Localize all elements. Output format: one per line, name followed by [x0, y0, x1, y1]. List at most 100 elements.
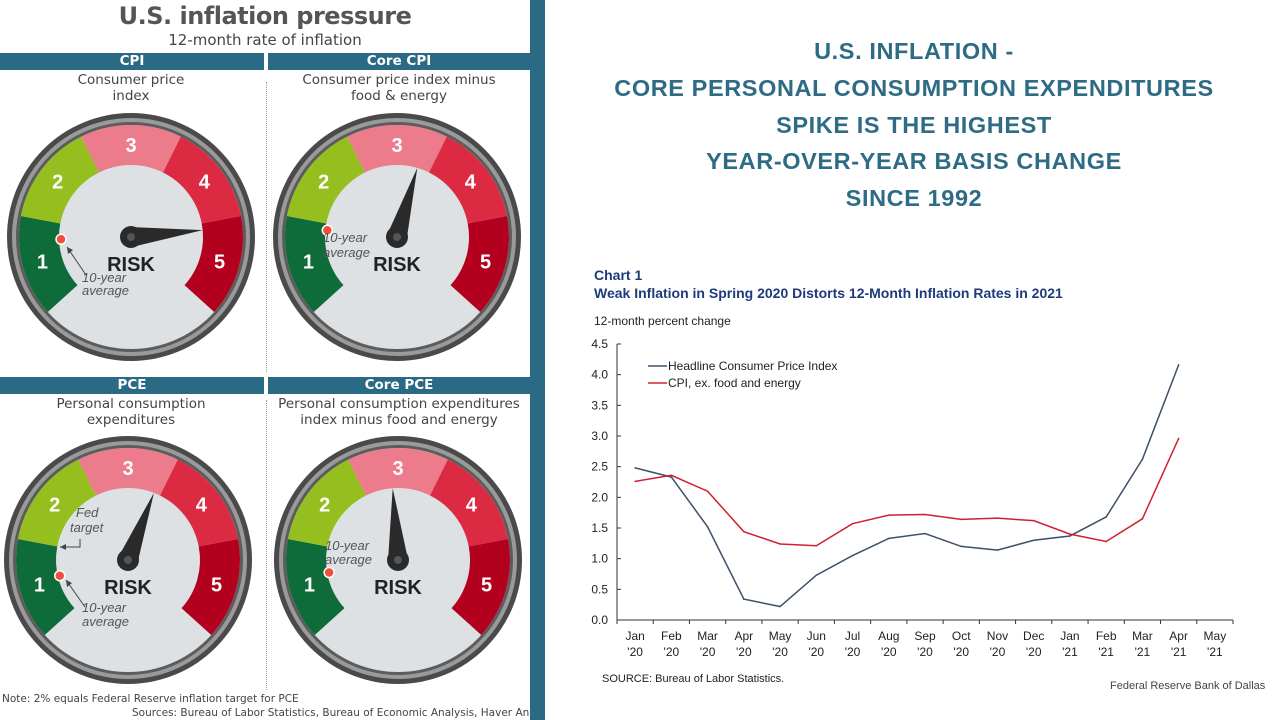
- y-tick-label: 4.0: [591, 368, 608, 382]
- desc-line: expenditures: [86, 412, 176, 428]
- ten-year-average-label: 10-year: [82, 270, 127, 285]
- fed-target-label: Fed: [76, 505, 99, 520]
- series-line-2: [634, 438, 1180, 547]
- data-point: [706, 490, 709, 492]
- risk-segment-1: [15, 539, 75, 635]
- needle-pivot-center: [394, 556, 402, 564]
- line-chart: 0.0 0.5 1.0 1.5 2.0 2.5 3.0 3.5 4.0 4.5 Jan '20 Feb '…: [591, 337, 1234, 659]
- x-tick-label: Sep: [914, 629, 936, 643]
- segment-label: 4: [196, 494, 208, 516]
- x-tick-label: '21: [1171, 645, 1187, 659]
- x-tick-label: Apr: [1169, 629, 1188, 643]
- data-point: [1069, 533, 1071, 535]
- data-point: [1177, 437, 1180, 440]
- data-point: [1069, 535, 1071, 537]
- x-tick-label: '20: [700, 645, 716, 659]
- x-tick-label: Feb: [661, 629, 682, 643]
- desc-line: Consumer price: [77, 72, 185, 88]
- segment-label: 3: [392, 458, 403, 480]
- data-point: [779, 543, 781, 545]
- y-tick-label: 4.5: [591, 337, 608, 351]
- data-point: [851, 554, 854, 557]
- gauges-subtitle: 12-month rate of inflation: [168, 31, 362, 49]
- data-point: [815, 574, 818, 577]
- segment-label: 2: [52, 171, 63, 193]
- risk-segment-5: [184, 216, 243, 312]
- segment-label: 3: [391, 135, 402, 157]
- arrowhead-icon: [66, 580, 72, 587]
- desc-line: index minus food and energy: [300, 412, 498, 428]
- risk-label: RISK: [104, 577, 152, 599]
- data-point: [1105, 516, 1107, 518]
- x-tick-label: Jan: [625, 629, 644, 643]
- needle-pivot-center: [124, 556, 132, 564]
- risk-segment-5: [450, 216, 509, 312]
- segment-label: 1: [303, 252, 314, 274]
- data-point: [743, 598, 745, 600]
- data-point: [1141, 518, 1144, 520]
- fed-target-label: target: [70, 520, 105, 535]
- risk-segment-4: [429, 136, 508, 224]
- data-point: [634, 467, 636, 469]
- x-tick-label: May: [1204, 629, 1227, 643]
- chart-title: Chart 1: [594, 267, 643, 283]
- gauge-needle: [118, 492, 154, 564]
- risk-label: RISK: [374, 577, 422, 599]
- headline-line: U.S. INFLATION -: [814, 38, 1014, 64]
- ten-year-average-label: 10-year: [323, 230, 368, 245]
- desc-line: food & energy: [351, 88, 447, 104]
- x-tick-label: '20: [772, 645, 788, 659]
- y-axis-label: 12-month percent change: [594, 314, 731, 328]
- segment-label: 4: [466, 494, 478, 516]
- x-tick-label: '21: [1062, 645, 1078, 659]
- x-tick-label: Jul: [845, 629, 860, 643]
- y-tick-label: 0.5: [591, 582, 608, 596]
- series-line-1: [634, 364, 1180, 608]
- headline-line: YEAR-OVER-YEAR BASIS CHANGE: [706, 148, 1122, 175]
- pce-description: Personal consumption expenditures: [0, 396, 262, 428]
- ten-year-average-label: average: [323, 245, 370, 260]
- risk-segment-2: [17, 459, 96, 547]
- segment-label: 3: [125, 135, 136, 157]
- ten-year-average-label: 10-year: [325, 538, 370, 553]
- x-tick-label: '20: [808, 645, 824, 659]
- gauge-needle: [388, 488, 408, 561]
- sources: Sources: Bureau of Labor Statistics, Bur…: [132, 707, 564, 719]
- x-tick-label: '20: [664, 645, 680, 659]
- data-point: [1105, 540, 1107, 543]
- risk-label: RISK: [107, 254, 155, 276]
- segment-label: 3: [122, 458, 133, 480]
- ten-year-average-label: 10-year: [82, 600, 127, 615]
- x-tick-label: '20: [990, 645, 1006, 659]
- desc-line: Personal consumption expenditures: [278, 396, 520, 412]
- risk-segment-2: [286, 136, 365, 224]
- chart-source: SOURCE: Bureau of Labor Statistics.: [602, 673, 785, 685]
- ten-year-average-marker: [323, 566, 335, 579]
- segment-label: 2: [319, 494, 330, 516]
- risk-segment-2: [20, 136, 99, 224]
- needle-pivot-center: [393, 233, 401, 241]
- headline-line: SINCE 1992: [845, 185, 983, 212]
- note: Note: 2% equals Federal Reserve inflatio…: [2, 693, 299, 705]
- header-pce: PCE: [0, 377, 264, 394]
- data-point: [924, 532, 926, 535]
- x-tick-label: Oct: [952, 629, 971, 643]
- segment-label: 5: [481, 575, 492, 597]
- risk-segment-3: [78, 448, 178, 496]
- x-tick-label: '20: [627, 645, 643, 659]
- data-point: [743, 530, 745, 533]
- segment-label: 5: [211, 575, 222, 597]
- fed-target-arrow-icon: [60, 539, 81, 548]
- x-tick-label: Jun: [807, 629, 826, 643]
- x-tick-label: '20: [845, 645, 861, 659]
- risk-segment-5: [181, 539, 240, 635]
- headline: U.S. INFLATION - CORE PERSONAL CONSUMPTI…: [545, 33, 1280, 217]
- data-point: [924, 513, 926, 516]
- desc-line: Personal consumption: [56, 396, 206, 412]
- x-tick-label: Nov: [987, 629, 1008, 643]
- divider: [266, 400, 267, 690]
